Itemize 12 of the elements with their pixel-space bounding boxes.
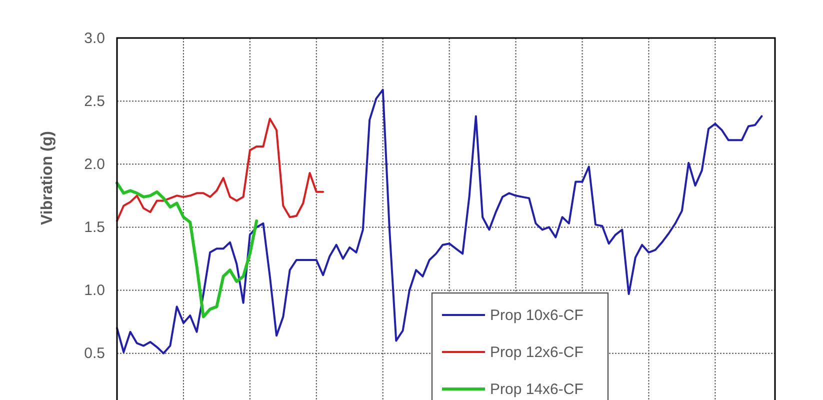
legend-label: Prop 10x6-CF [490, 307, 584, 324]
legend-label: Prop 12x6-CF [490, 344, 584, 361]
y-tick-label: 2.0 [84, 156, 105, 173]
y-tick-label: 3.0 [84, 30, 105, 47]
y-axis-title: Vibration (g) [39, 131, 56, 225]
y-tick-label: 1.5 [84, 219, 105, 236]
line-series [116, 182, 258, 318]
y-tick-label: 0.5 [84, 345, 105, 362]
y-tick-label: 1.0 [84, 282, 105, 300]
y-tick-label: 2.5 [84, 92, 105, 110]
line-series [116, 118, 324, 222]
legend-label: Prop 14x6-CF [490, 381, 584, 398]
